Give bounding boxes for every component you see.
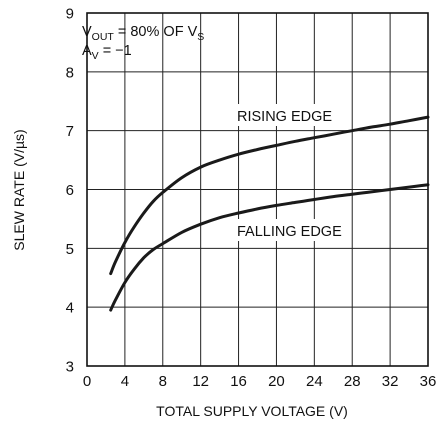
falling-edge-line: [109, 183, 430, 312]
x-tick-label: 12: [192, 373, 209, 390]
y-tick-label: 6: [66, 182, 74, 199]
condition-gain-subscript: V: [92, 50, 99, 62]
y-tick-label: 3: [66, 359, 74, 376]
x-tick-label: 28: [344, 373, 361, 390]
condition-vout: VOUT = 80% OF VS: [82, 24, 204, 43]
x-tick-label: 8: [159, 373, 167, 390]
rising-label-bg: [234, 104, 344, 126]
series-label-rising: RISING EDGE: [237, 109, 332, 125]
rising-edge-line: [109, 115, 430, 276]
condition-gain-symbol: A: [82, 43, 92, 59]
y-tick-label: 7: [66, 123, 74, 140]
grid: [87, 13, 428, 366]
condition-vs-subscript: S: [197, 31, 204, 43]
y-tick-label: 8: [66, 64, 74, 81]
series-label-falling: FALLING EDGE: [237, 224, 342, 240]
x-tick-label: 16: [230, 373, 247, 390]
y-tick-labels: 3 4 5 6 7 8 9: [66, 6, 74, 376]
condition-vout-subscript: OUT: [92, 31, 115, 43]
y-axis-label: SLEW RATE (V/µs): [11, 129, 27, 250]
plot-frame: [86, 12, 429, 367]
falling-label-bg: [234, 219, 350, 241]
x-tick-label: 32: [382, 373, 399, 390]
condition-vout-text: = 80% OF V: [114, 24, 198, 40]
condition-vout-symbol: V: [82, 24, 92, 40]
y-tick-label: 4: [66, 300, 74, 317]
x-axis-label: TOTAL SUPPLY VOLTAGE (V): [156, 403, 348, 419]
y-tick-label: 5: [66, 241, 74, 258]
x-tick-label: 4: [121, 373, 129, 390]
x-tick-label: 24: [306, 373, 323, 390]
condition-gain: AV = −1: [82, 43, 132, 62]
y-tick-label: 9: [66, 6, 74, 23]
x-tick-label: 20: [268, 373, 285, 390]
x-tick-label: 36: [420, 373, 437, 390]
x-tick-label: 0: [83, 373, 91, 390]
x-tick-labels: 0 4 8 12 16 20 24 28 32 36: [83, 373, 437, 390]
series-lines: [109, 115, 430, 312]
condition-gain-text: = −1: [99, 43, 132, 59]
